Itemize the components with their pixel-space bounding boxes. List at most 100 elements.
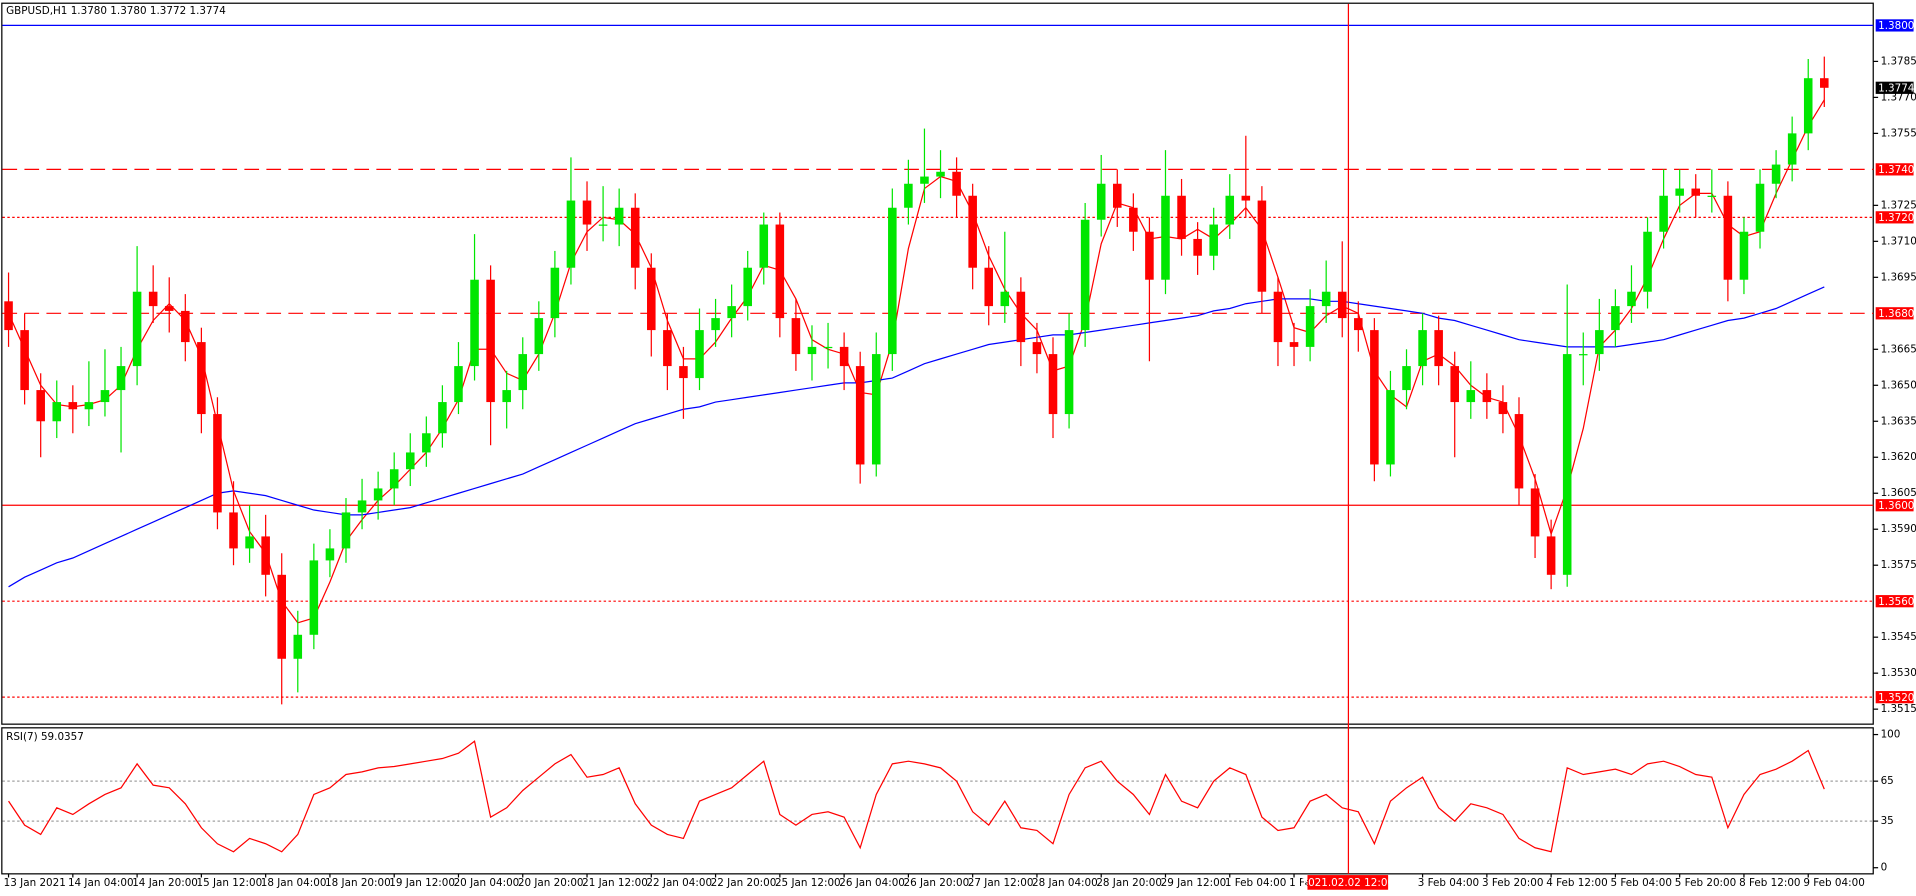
x-tick-label: 13 Jan 2021 <box>4 877 66 889</box>
candle-body <box>1386 390 1395 465</box>
candle-body <box>1257 200 1267 292</box>
x-tick-label: 8 Feb 12:00 <box>1739 877 1800 889</box>
candle-body <box>4 301 13 331</box>
chart-title: GBPUSD,H1 1.3780 1.3780 1.3772 1.3774 <box>6 5 226 17</box>
rsi-tick-label: 65 <box>1881 775 1894 787</box>
candle-body <box>1530 488 1540 537</box>
candle-body <box>1514 414 1524 489</box>
candle-body <box>293 634 303 659</box>
candle-body <box>36 390 45 422</box>
candle-body <box>1032 342 1042 355</box>
candle-body <box>1562 354 1572 575</box>
candle-body <box>502 390 511 403</box>
candle-body <box>952 171 961 196</box>
x-tick-label: 18 Jan 04:00 <box>261 877 327 889</box>
y-tick-label: 1.3545 <box>1881 631 1916 643</box>
candle-body <box>1787 133 1797 165</box>
candle-body <box>968 195 977 268</box>
candle-body <box>1129 207 1138 232</box>
candle-body <box>84 402 94 410</box>
y-tick-label: 1.3515 <box>1881 703 1916 715</box>
candle-body <box>405 452 415 470</box>
candle-body <box>839 346 849 367</box>
candle-body <box>598 224 608 226</box>
candle-body <box>1145 231 1154 280</box>
y-tick-label: 1.3755 <box>1881 127 1916 139</box>
candle-body <box>229 512 238 549</box>
candle-body <box>695 330 704 379</box>
candle-body <box>277 574 286 659</box>
candle-body <box>1048 354 1058 415</box>
y-tick-label: 1.3770 <box>1881 91 1916 103</box>
crosshair-label: 2021.02.02 12:00 <box>1301 877 1394 889</box>
candle-body <box>116 366 126 391</box>
y-tick-label: 1.3650 <box>1881 379 1916 391</box>
candle-body <box>679 366 688 379</box>
candle-body <box>1177 195 1186 239</box>
candle-body <box>823 346 833 349</box>
candle-body <box>791 318 801 355</box>
candle-body <box>1546 536 1556 575</box>
x-tick-label: 20 Jan 20:00 <box>518 877 584 889</box>
y-tick-label: 1.3605 <box>1881 487 1916 499</box>
level-label-bg <box>1875 307 1914 320</box>
candle-body <box>1820 78 1829 88</box>
candle-body <box>1659 195 1668 232</box>
candle-body <box>309 560 319 635</box>
candle-body <box>1771 164 1781 184</box>
rsi-title: RSI(7) 59.0357 <box>6 731 84 743</box>
x-tick-label: 3 Feb 04:00 <box>1418 877 1479 889</box>
candle-body <box>743 267 752 307</box>
candle-body <box>1305 306 1315 347</box>
x-tick-label: 28 Jan 20:00 <box>1096 877 1162 889</box>
candle-body <box>582 200 592 225</box>
candle-body <box>1418 330 1427 367</box>
candle-body <box>1739 231 1749 280</box>
candle-body <box>68 402 78 410</box>
rsi-panel-frame <box>1 727 1874 875</box>
x-tick-label: 19 Jan 12:00 <box>389 877 455 889</box>
x-tick-label: 22 Jan 20:00 <box>711 877 777 889</box>
level-label-bg <box>1875 499 1914 512</box>
y-tick-label: 1.3620 <box>1881 451 1916 463</box>
x-tick-label: 1 Feb 04:00 <box>1225 877 1286 889</box>
candle-body <box>936 171 945 177</box>
candle-body <box>807 346 817 355</box>
x-tick-label: 20 Jan 04:00 <box>454 877 520 889</box>
candle-body <box>341 512 351 549</box>
level-label: 1.3680 <box>1878 308 1914 320</box>
rsi-tick-label: 0 <box>1881 862 1888 874</box>
candle-body <box>1595 330 1604 355</box>
candle-body <box>1755 183 1765 232</box>
candle-body <box>855 366 865 465</box>
candle-body <box>1337 291 1347 319</box>
candle-body <box>438 402 447 434</box>
level-label-bg <box>1875 211 1914 224</box>
candle-body <box>213 414 222 513</box>
candle-body <box>197 342 206 415</box>
candle-body <box>373 488 383 501</box>
y-tick-label: 1.3710 <box>1881 235 1916 247</box>
x-tick-label: 29 Jan 12:00 <box>1161 877 1227 889</box>
candle-body <box>871 354 881 465</box>
candle-body <box>1000 291 1010 307</box>
axes: 1.3785 1.3770 1.3755 1.3725 1.3710 1.3695 1.36… <box>4 19 1916 889</box>
candle-body <box>1225 195 1235 225</box>
level-label-bg <box>1875 691 1914 704</box>
x-tick-label: 3 Feb 20:00 <box>1482 877 1543 889</box>
candle-body <box>1016 291 1026 343</box>
candle-body <box>1466 390 1476 403</box>
level-label-bg <box>1875 595 1914 608</box>
candle-body <box>1627 291 1636 307</box>
x-tick-label: 14 Jan 04:00 <box>68 877 134 889</box>
level-label: 1.3520 <box>1878 692 1914 704</box>
x-tick-label: 18 Jan 20:00 <box>325 877 391 889</box>
candle-body <box>100 390 110 403</box>
candle-body <box>1611 306 1620 331</box>
candle-body <box>920 176 929 184</box>
level-label: 1.3560 <box>1878 596 1914 608</box>
candle-body <box>357 500 367 513</box>
y-tick-label: 1.3725 <box>1881 199 1916 211</box>
